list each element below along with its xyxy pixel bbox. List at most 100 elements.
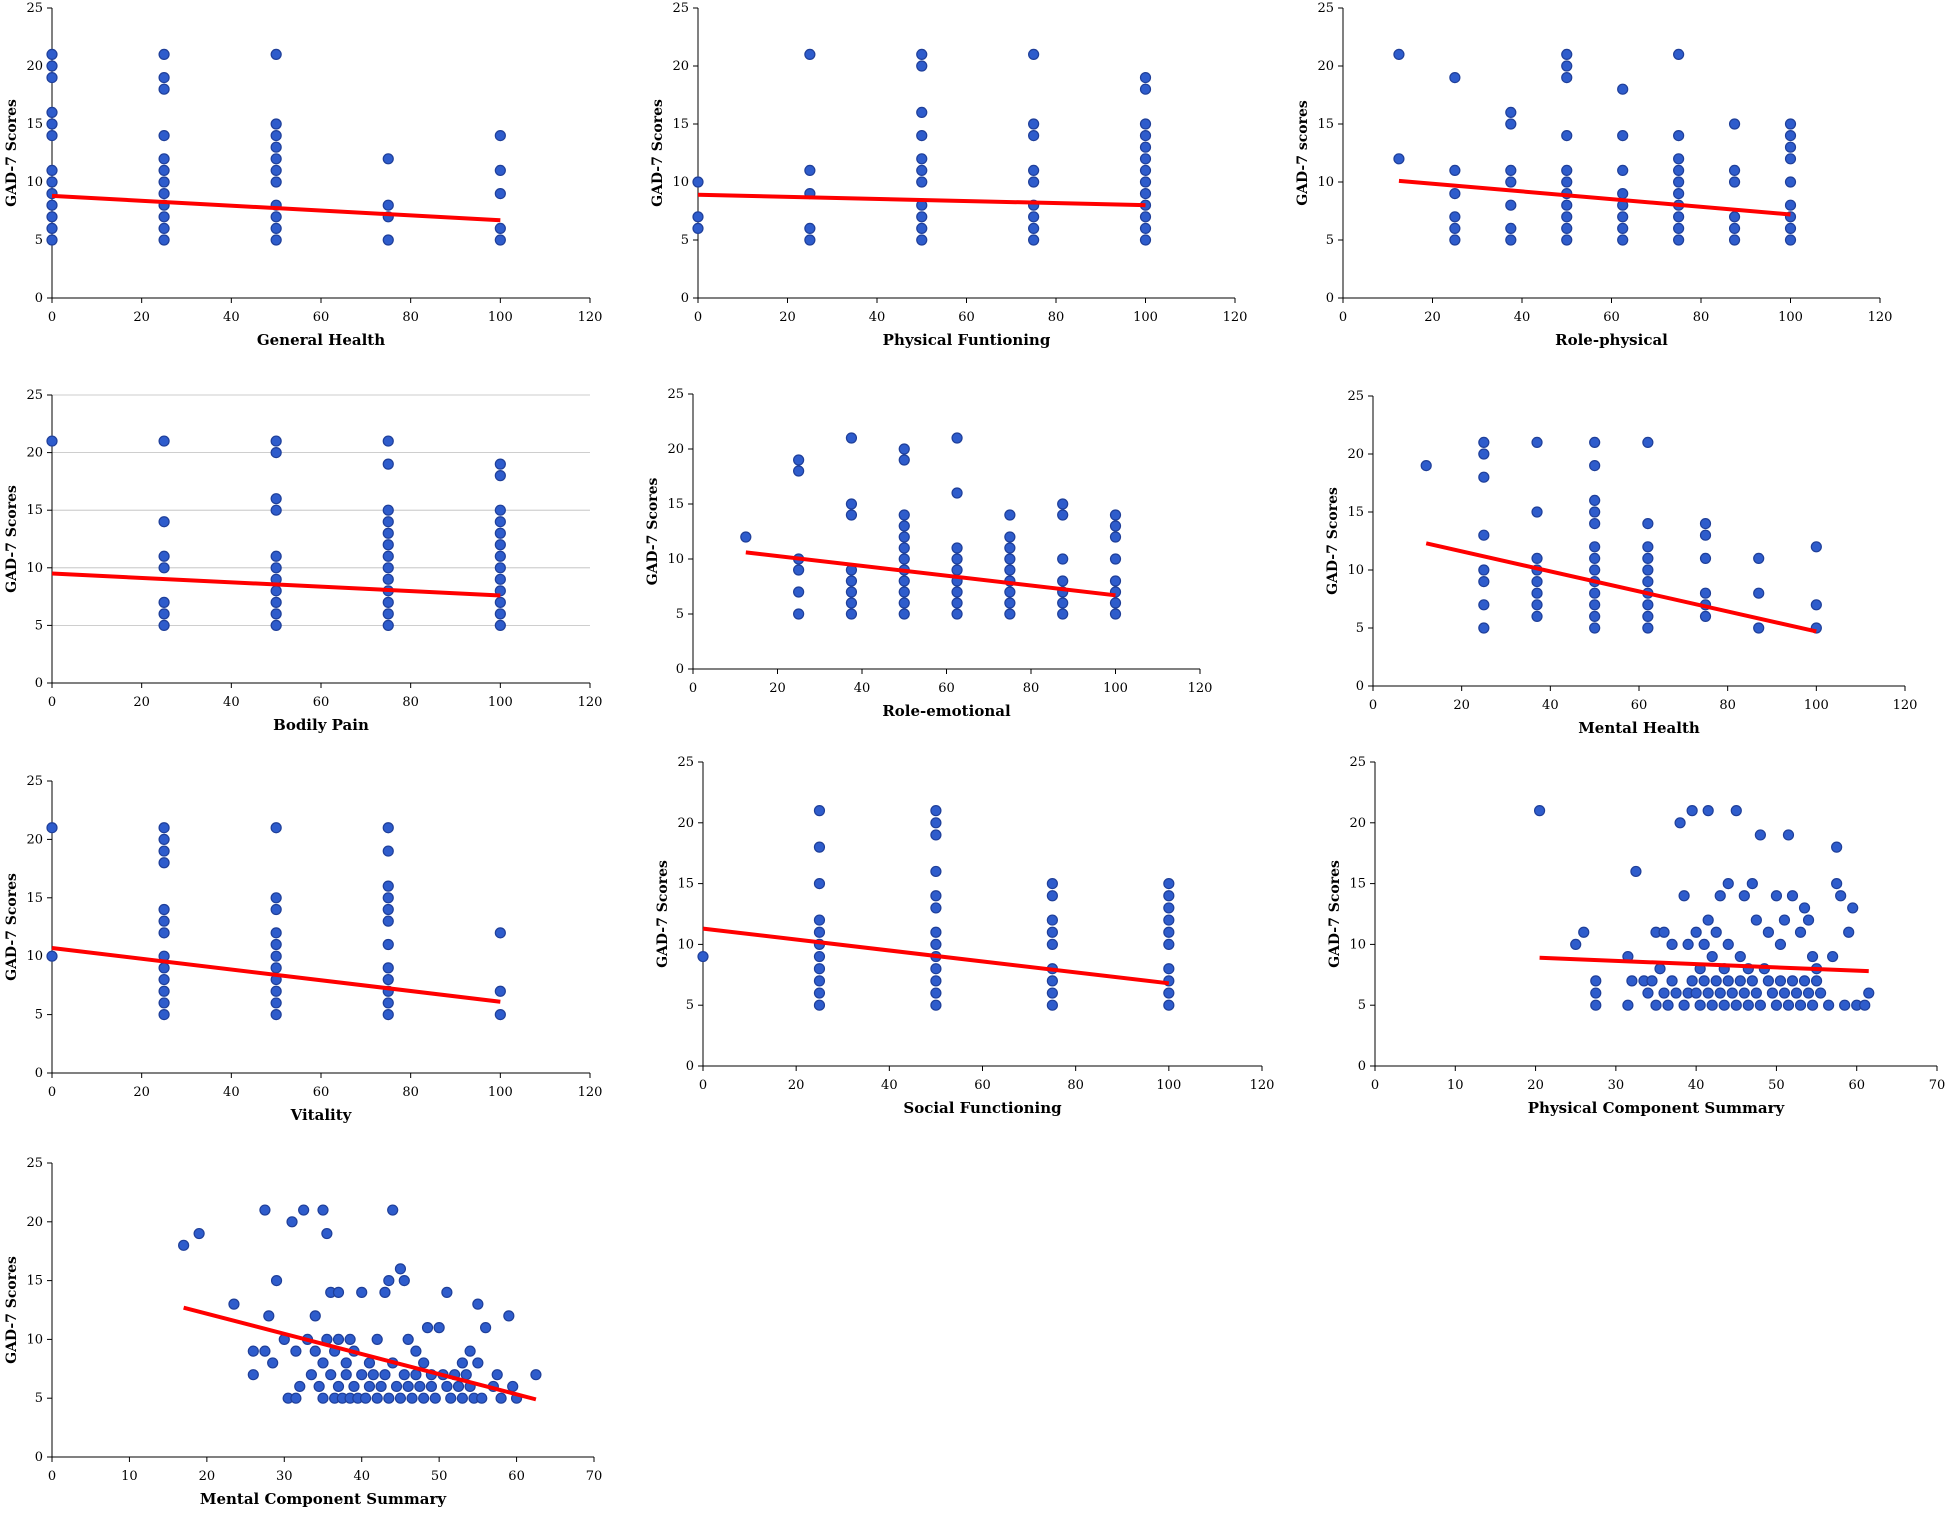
y-tick-label: 10 bbox=[1349, 937, 1366, 952]
data-point bbox=[371, 1333, 383, 1346]
data-point bbox=[1028, 130, 1040, 142]
data-point bbox=[1814, 987, 1827, 999]
data-point bbox=[1589, 622, 1601, 634]
data-point bbox=[898, 531, 910, 543]
data-point bbox=[1682, 938, 1694, 951]
data-point bbox=[1798, 975, 1811, 987]
data-point bbox=[1057, 608, 1069, 620]
y-tick-label: 20 bbox=[26, 446, 43, 461]
y-tick-label: 20 bbox=[677, 816, 694, 831]
data-point bbox=[270, 997, 282, 1009]
data-point bbox=[1449, 234, 1461, 246]
x-tick-label: 0 bbox=[694, 310, 702, 325]
data-point bbox=[158, 516, 170, 528]
x-tick-label: 70 bbox=[586, 1469, 603, 1484]
data-point bbox=[325, 1369, 337, 1381]
data-point bbox=[421, 1322, 434, 1334]
data-point bbox=[916, 60, 928, 72]
data-point bbox=[1784, 234, 1797, 246]
data-point bbox=[1673, 188, 1685, 200]
data-point bbox=[158, 845, 170, 857]
data-point bbox=[1028, 176, 1040, 188]
data-point bbox=[1617, 211, 1629, 223]
data-point bbox=[916, 164, 928, 176]
x-tick-label: 20 bbox=[788, 1078, 805, 1093]
data-point bbox=[1139, 176, 1152, 188]
data-point bbox=[270, 176, 282, 188]
data-point bbox=[1642, 987, 1654, 999]
data-point bbox=[1139, 71, 1152, 84]
data-point bbox=[692, 211, 704, 223]
data-point bbox=[845, 498, 858, 510]
y-tick-label: 20 bbox=[26, 832, 43, 847]
data-point bbox=[494, 539, 506, 551]
data-point bbox=[476, 1392, 488, 1404]
x-tick-label: 120 bbox=[1223, 310, 1248, 325]
data-point bbox=[452, 1380, 465, 1393]
data-point bbox=[1478, 436, 1490, 448]
data-point bbox=[1642, 599, 1654, 611]
y-tick-label: 20 bbox=[1317, 59, 1334, 74]
x-tick-label: 40 bbox=[1514, 310, 1531, 325]
data-point bbox=[382, 153, 394, 165]
data-point bbox=[270, 1008, 282, 1021]
data-point bbox=[270, 962, 282, 974]
x-tick-label: 60 bbox=[938, 681, 955, 696]
data-point bbox=[1505, 164, 1517, 176]
data-point bbox=[1478, 564, 1490, 576]
data-point bbox=[445, 1392, 457, 1404]
data-point bbox=[804, 48, 816, 61]
x-tick-label: 100 bbox=[1103, 681, 1128, 696]
data-point bbox=[46, 164, 58, 176]
data-point bbox=[898, 586, 910, 598]
data-point bbox=[845, 586, 858, 598]
y-tick-label: 0 bbox=[1358, 1059, 1366, 1074]
data-point bbox=[1722, 938, 1734, 951]
data-point bbox=[429, 1392, 441, 1404]
data-point bbox=[494, 573, 506, 585]
scatter-panel: 0 5 10 15 20 25 0 20 40 60 80 100 120 Vitality GAD-7 S… bbox=[4, 774, 602, 1124]
data-point bbox=[1686, 975, 1698, 987]
data-point bbox=[158, 1008, 170, 1021]
data-point bbox=[1590, 999, 1602, 1011]
data-point bbox=[382, 608, 394, 620]
data-point bbox=[507, 1380, 519, 1393]
data-point bbox=[158, 927, 170, 939]
y-tick-label: 10 bbox=[672, 175, 689, 190]
data-point bbox=[1706, 999, 1718, 1011]
y-axis-title: GAD-7 Scores bbox=[4, 873, 20, 981]
data-point bbox=[1109, 597, 1122, 609]
x-tick-label: 120 bbox=[1893, 698, 1918, 713]
data-point bbox=[270, 608, 282, 620]
data-point bbox=[1505, 234, 1517, 246]
data-point bbox=[1004, 509, 1016, 521]
data-point bbox=[270, 822, 282, 834]
y-tick-label: 15 bbox=[677, 877, 694, 892]
data-point bbox=[1794, 926, 1807, 938]
data-point bbox=[1046, 938, 1058, 951]
x-axis-title: Role-emotional bbox=[882, 702, 1011, 720]
data-point bbox=[382, 915, 394, 927]
data-point bbox=[425, 1380, 437, 1393]
data-point bbox=[270, 892, 282, 904]
data-point bbox=[793, 608, 805, 620]
x-tick-label: 40 bbox=[881, 1078, 898, 1093]
data-point bbox=[1823, 999, 1835, 1011]
y-tick-label: 15 bbox=[1347, 505, 1364, 520]
data-point bbox=[1728, 164, 1741, 176]
data-point bbox=[1533, 805, 1546, 817]
y-tick-label: 25 bbox=[667, 387, 684, 402]
data-point bbox=[1642, 575, 1654, 588]
y-tick-label: 5 bbox=[35, 1008, 43, 1023]
x-tick-label: 60 bbox=[1848, 1078, 1865, 1093]
x-tick-label: 120 bbox=[578, 310, 603, 325]
data-point bbox=[1561, 234, 1573, 246]
data-point bbox=[1802, 987, 1815, 999]
data-point bbox=[1163, 902, 1175, 914]
data-point bbox=[813, 926, 826, 938]
y-axis-title: GAD-7 Scores bbox=[650, 99, 666, 207]
data-point bbox=[898, 597, 910, 609]
y-tick-label: 5 bbox=[1356, 621, 1364, 636]
data-point bbox=[1673, 222, 1685, 234]
data-point bbox=[46, 822, 58, 834]
